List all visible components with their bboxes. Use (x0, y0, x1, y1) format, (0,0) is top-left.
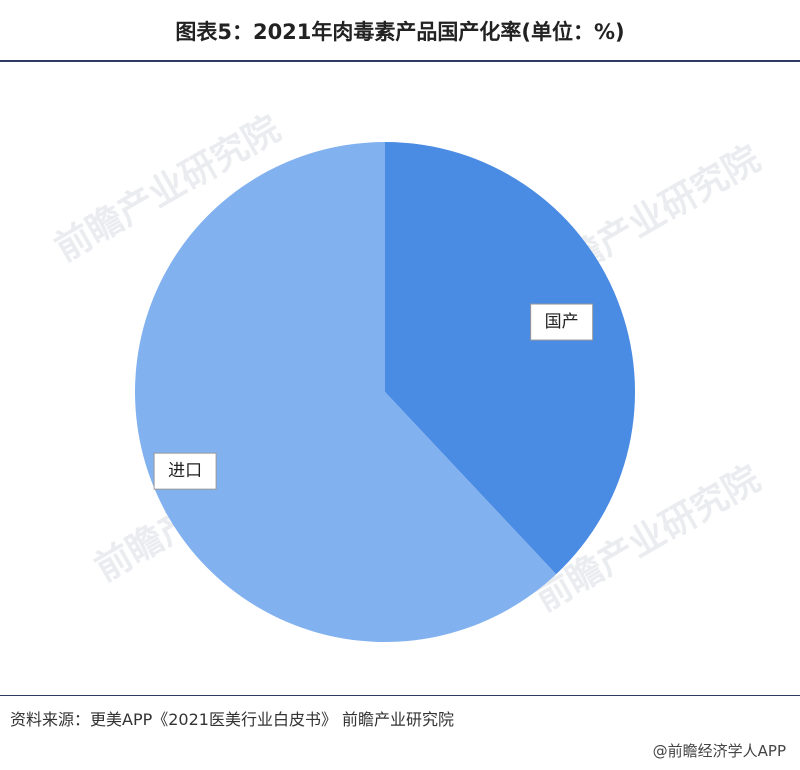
bottom-divider (0, 695, 800, 696)
top-divider (0, 60, 800, 62)
source-note: 资料来源：更美APP《2021医美行业白皮书》 前瞻产业研究院 (10, 710, 455, 729)
svg-text:进口: 进口 (168, 461, 202, 481)
pie-label-imported: 进口 (153, 452, 217, 490)
pie-slice-domestic (385, 142, 635, 575)
pie-slice-imported (134, 142, 557, 642)
pie-label-domestic: 国产 (530, 303, 594, 341)
pie-chart: 国产进口 (0, 62, 800, 694)
credit-note: @前瞻经济学人APP (652, 742, 786, 760)
svg-text:国产: 国产 (545, 312, 579, 332)
chart-title: 图表5：2021年肉毒素产品国产化率(单位：%) (175, 20, 625, 44)
